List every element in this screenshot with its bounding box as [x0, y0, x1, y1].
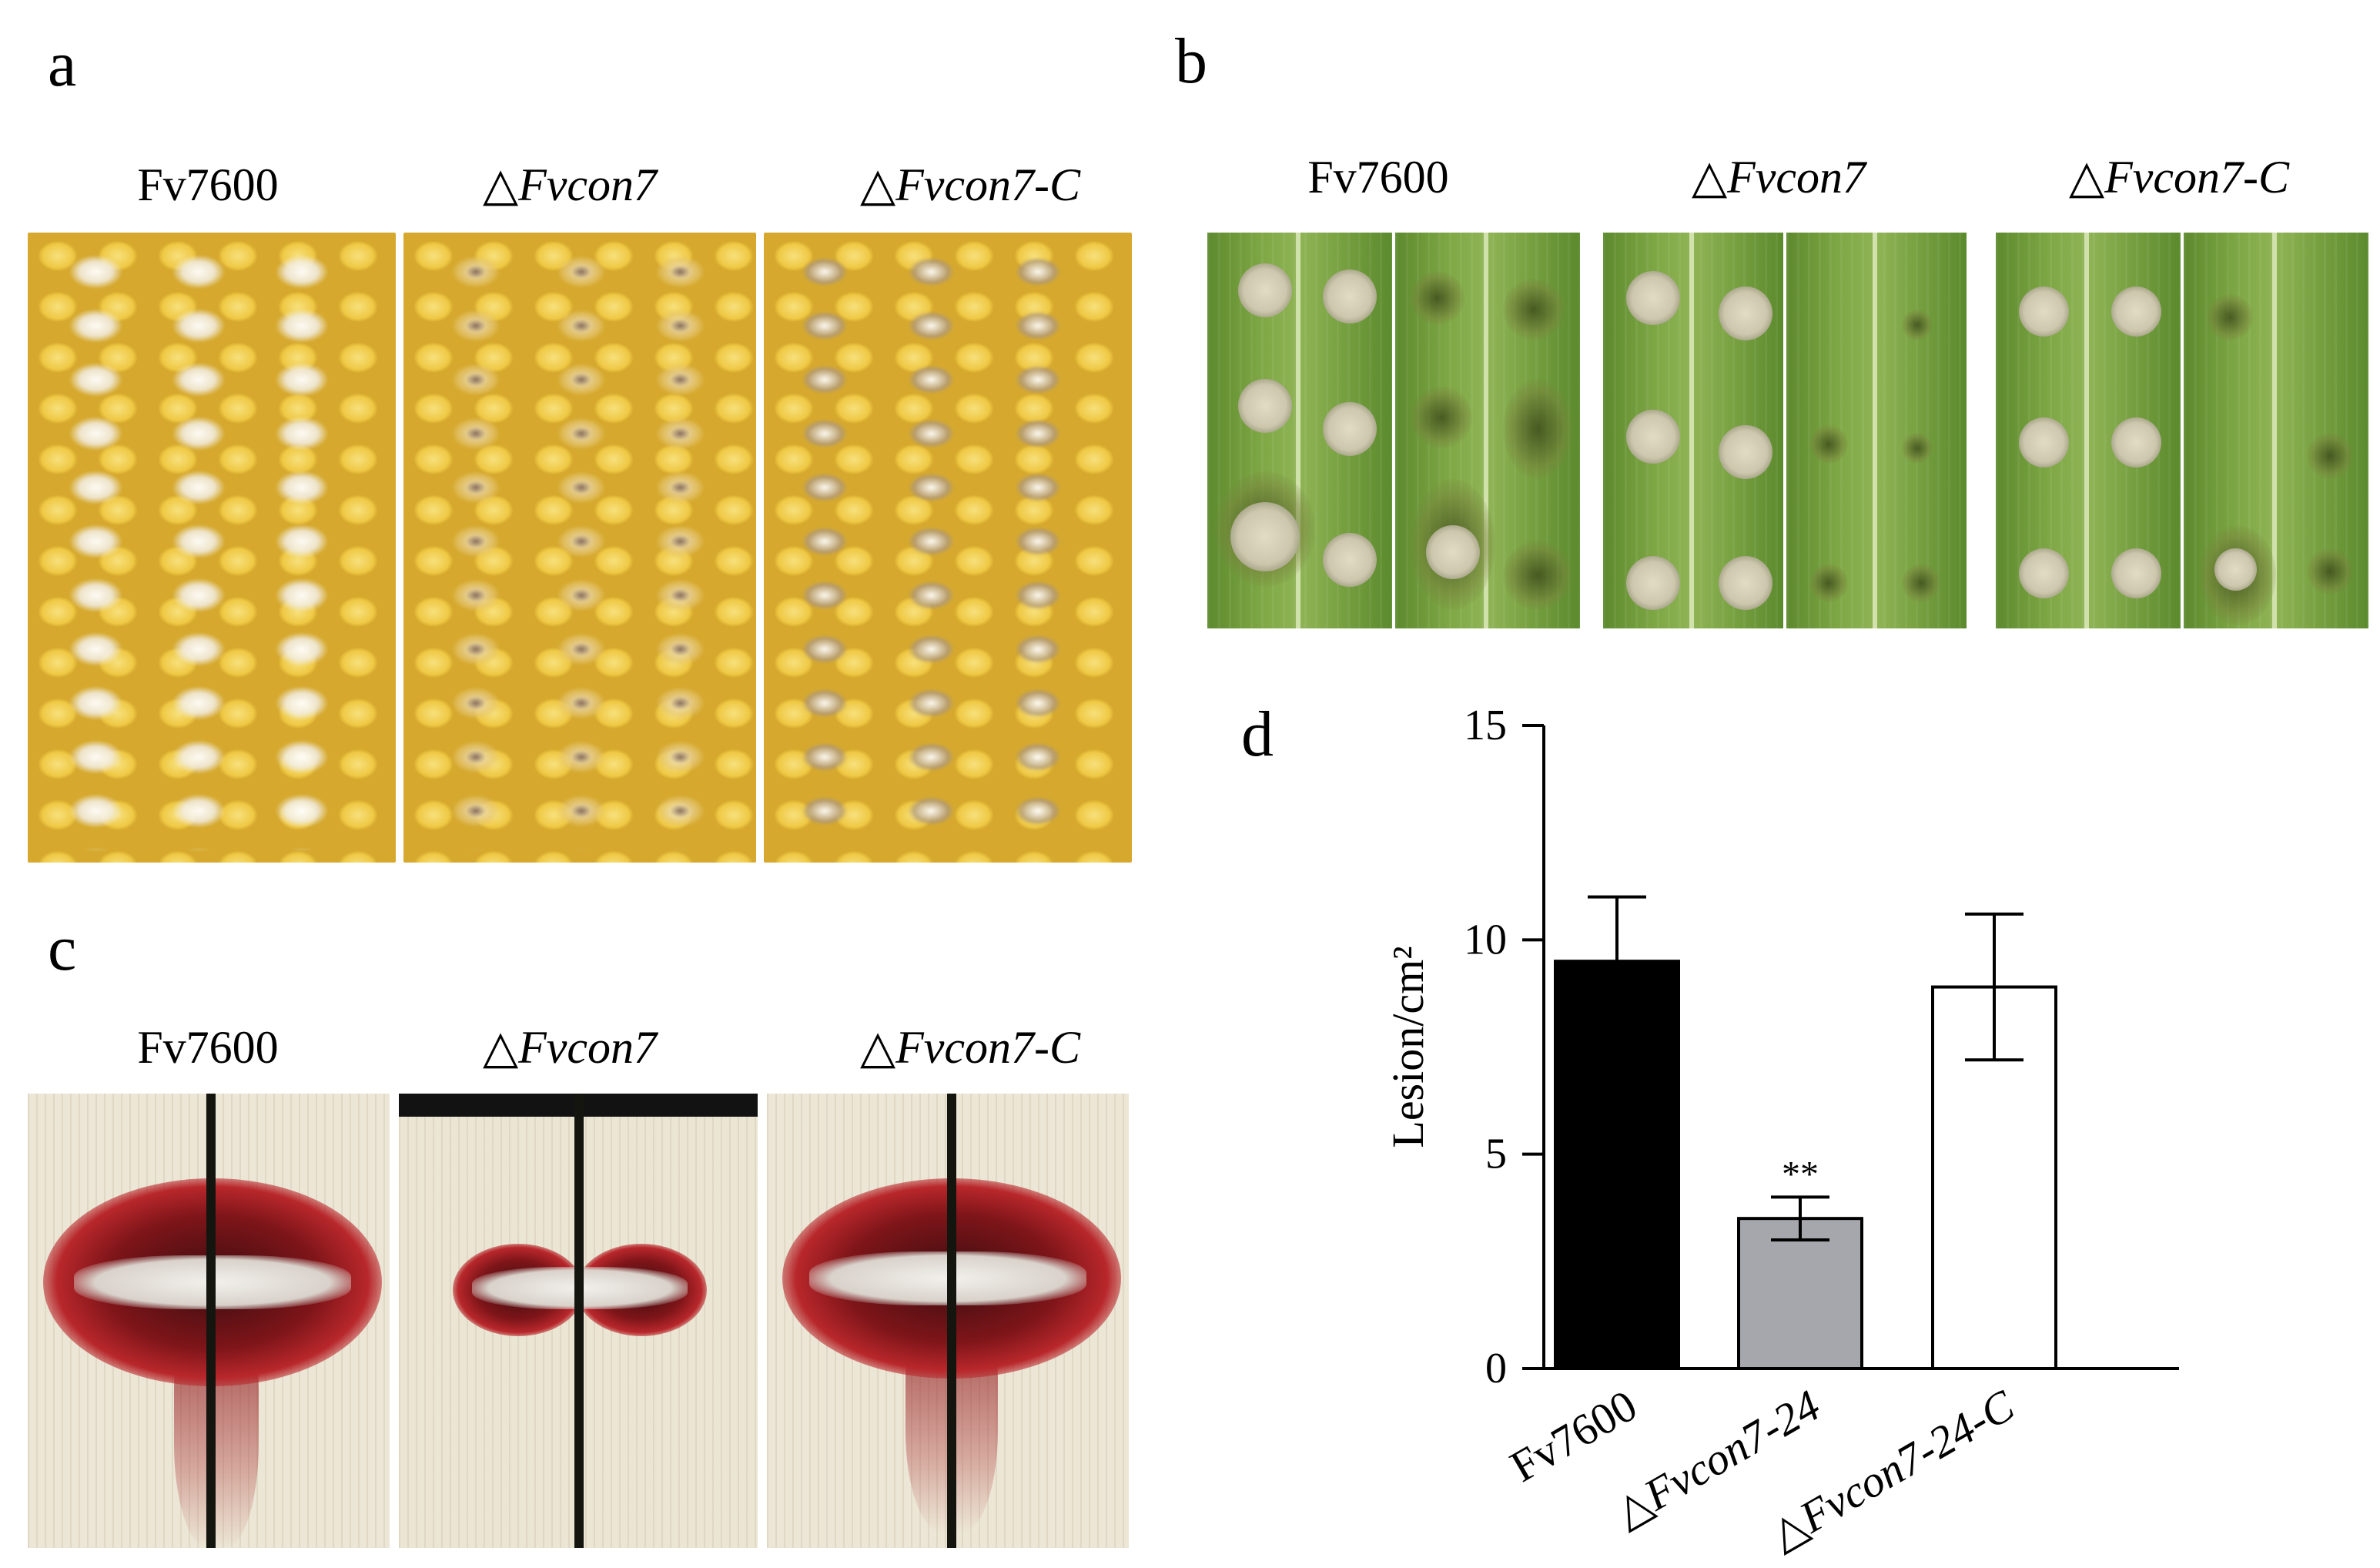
y-axis-label: Lesion/cm² — [1383, 946, 1433, 1148]
y-tick-label: 10 — [1464, 916, 1507, 963]
leaf-photo-complement-right — [2184, 233, 2368, 628]
stalk-photo-complement — [767, 1094, 1129, 1548]
y-tick-label: 0 — [1485, 1345, 1507, 1392]
corn-ear-photo-mutant — [403, 233, 756, 863]
panel-b-label-mutant: △Fvcon7 — [1691, 152, 1866, 203]
x-tick-label: Fv7600 — [1501, 1380, 1645, 1492]
lesion-bar-chart: 051015Lesion/cm²Fv7600**△Fvcon7-24△Fvcon… — [1383, 702, 2179, 1560]
leaf-photo-mutant-right — [1786, 233, 1967, 628]
panel-b-label-complement: △Fvcon7-C — [2068, 152, 2290, 203]
significance-label: ** — [1782, 1154, 1819, 1194]
panel-b-label-fv7600: Fv7600 — [1307, 152, 1449, 203]
panel-c-label-mutant: △Fvcon7 — [482, 1022, 658, 1073]
panel-a-label-mutant: △Fvcon7 — [482, 159, 658, 210]
stalk-photo-fv7600 — [28, 1094, 390, 1548]
panel-letter-c: c — [48, 913, 77, 984]
leaf-photo-fv7600-left — [1207, 233, 1392, 628]
stalk-photo-mutant — [399, 1094, 758, 1548]
panel-c-label-fv7600: Fv7600 — [137, 1022, 279, 1073]
corn-ear-photo-complement — [764, 233, 1132, 863]
y-tick-label: 5 — [1485, 1131, 1507, 1178]
y-tick-label: 15 — [1464, 702, 1507, 749]
panel-a-label-fv7600: Fv7600 — [137, 159, 279, 210]
leaf-photo-complement-left — [1996, 233, 2181, 628]
bar-0 — [1554, 960, 1680, 1370]
corn-ear-photo-fv7600 — [28, 233, 396, 863]
panel-letter-d: d — [1241, 699, 1274, 770]
panel-c-label-complement: △Fvcon7-C — [859, 1022, 1081, 1073]
panel-letter-b: b — [1175, 25, 1207, 97]
bar-1 — [1737, 1217, 1863, 1371]
leaf-photo-mutant-left — [1603, 233, 1783, 628]
leaf-photo-fv7600-right — [1395, 233, 1580, 628]
panel-a-label-complement: △Fvcon7-C — [859, 159, 1081, 210]
panel-letter-a: a — [48, 28, 77, 100]
